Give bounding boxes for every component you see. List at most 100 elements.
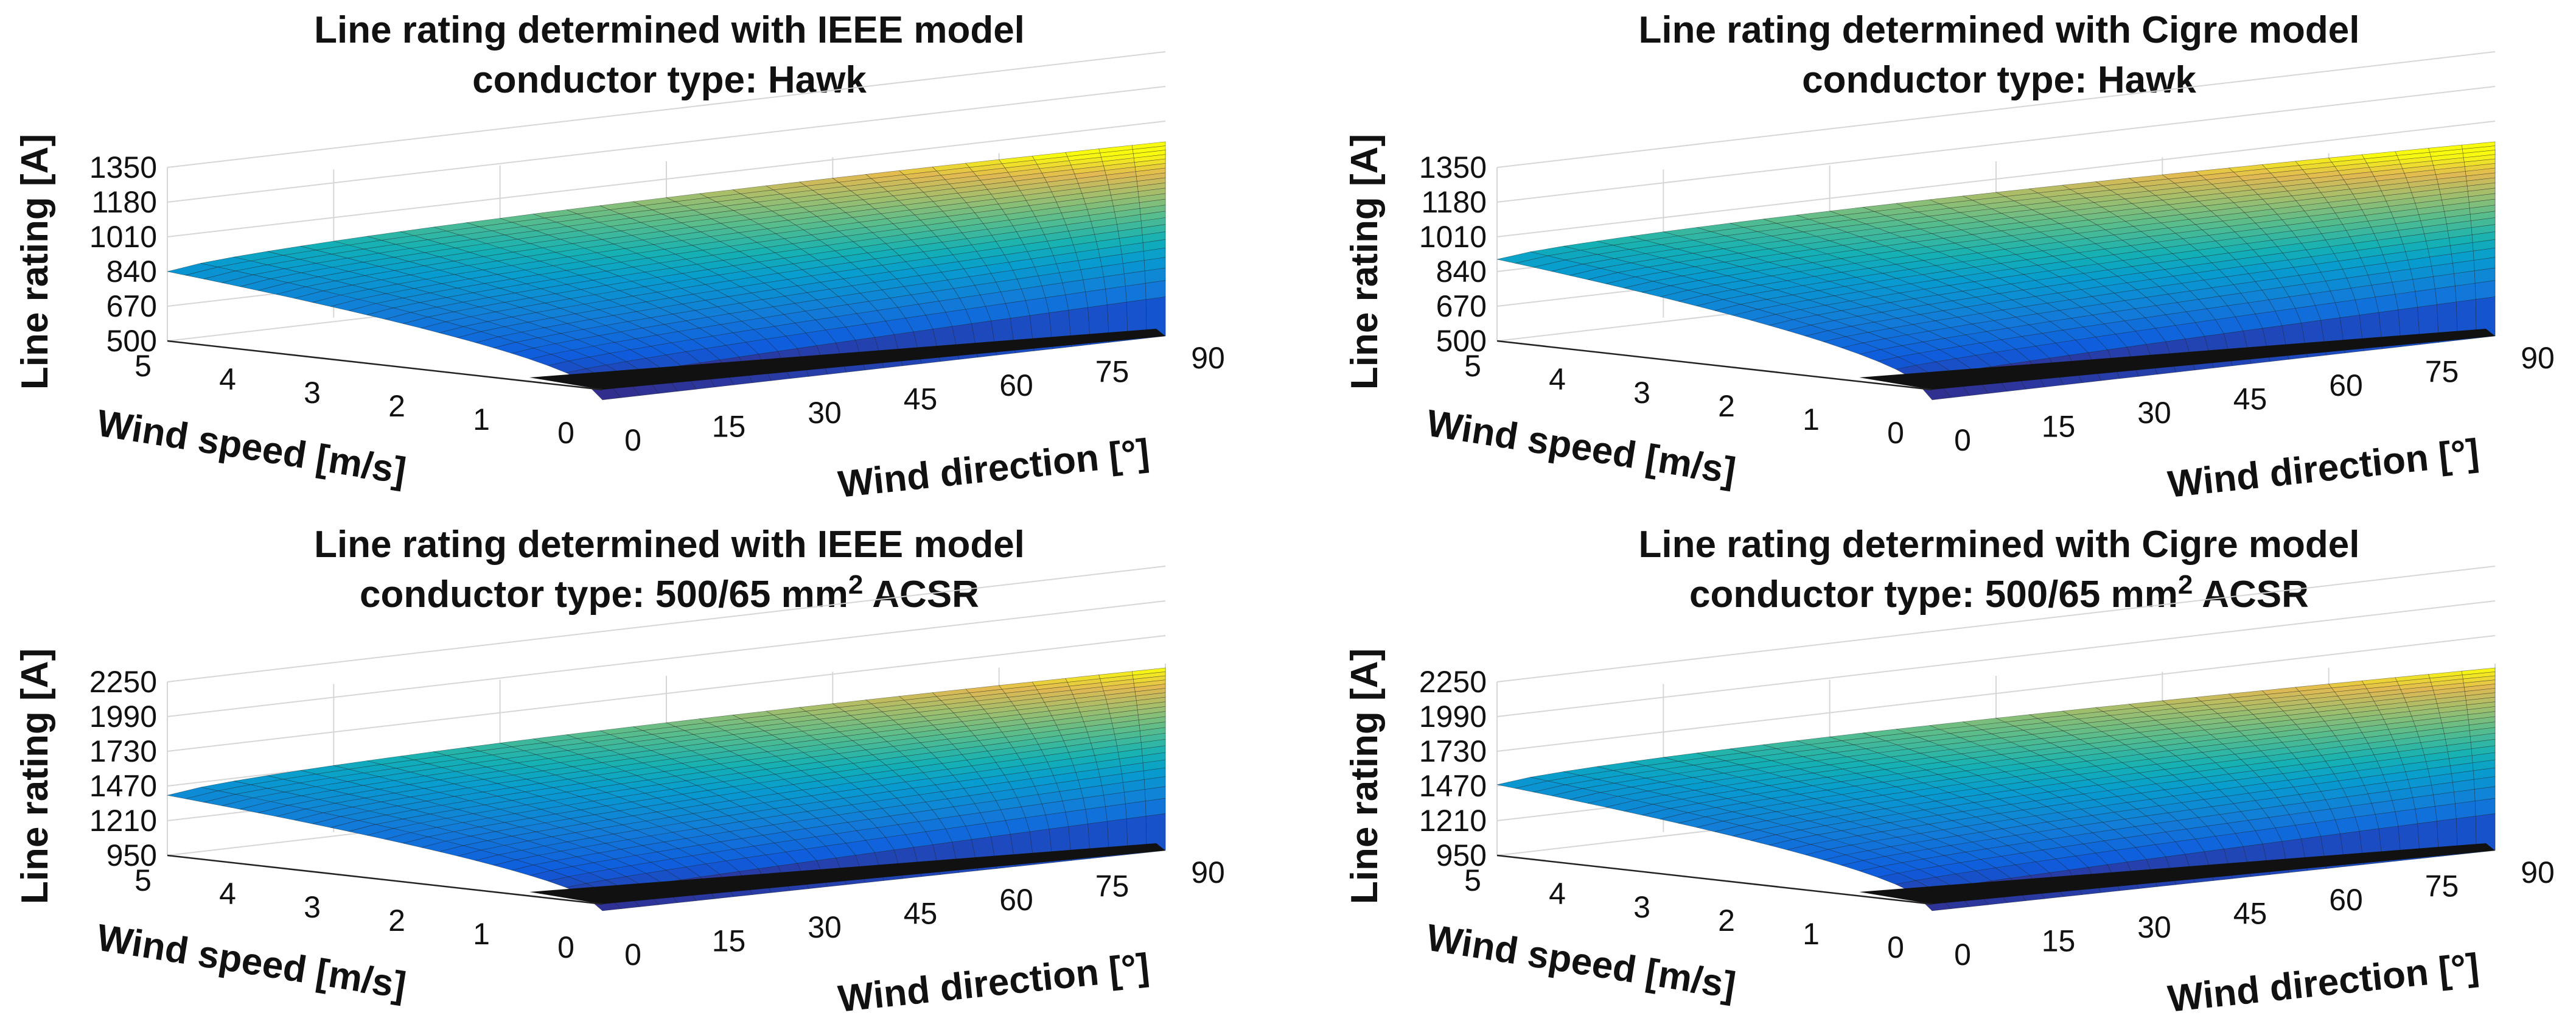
surface-cell — [1065, 809, 1089, 827]
y-tick-label: 0 — [1887, 930, 1904, 964]
x-tick-label: 60 — [999, 883, 1033, 917]
x-tick-label: 0 — [1954, 423, 1971, 457]
surface-cell — [2354, 814, 2379, 832]
z-tick-label: 1990 — [89, 700, 157, 734]
z-axis-label: Line rating [A] — [1344, 134, 1386, 390]
x-tick-label: 60 — [2329, 368, 2363, 402]
z-tick-label: 1010 — [1419, 220, 1487, 254]
y-tick-label: 1 — [473, 917, 490, 951]
chart-panel-4: Line rating determined with Cigre modelc… — [1344, 524, 2555, 1020]
surface-cell — [1025, 815, 1050, 832]
surface-cell — [2395, 291, 2418, 310]
z-axis-label: Line rating [A] — [14, 134, 56, 390]
surface-cell — [1145, 813, 1166, 853]
y-tick-label: 2 — [1718, 389, 1735, 423]
x-tick-label: 0 — [1954, 938, 1971, 972]
x-tick-label: 0 — [624, 938, 641, 972]
x-tick-label: 75 — [1095, 355, 1129, 389]
y-axis-label: Wind speed [m/s] — [94, 402, 409, 493]
axes-lines — [167, 854, 603, 905]
y-tick-label: 2 — [388, 903, 405, 938]
y-tick-label: 5 — [134, 863, 152, 897]
y-axis-label: Wind speed [m/s] — [1424, 402, 1739, 493]
surface-cell — [1045, 812, 1069, 830]
y-tick-label: 1 — [1803, 917, 1820, 951]
chart-title-line2: conductor type: 500/65 mm2 ACSR — [360, 570, 979, 616]
chart-title-line2: conductor type: Hawk — [472, 59, 867, 101]
surface-cell — [1145, 280, 1166, 300]
chart-title-line1: Line rating determined with Cigre model — [1638, 524, 2359, 566]
z-tick-label: 1470 — [1419, 769, 1487, 803]
surface-front-edge — [529, 329, 1165, 390]
surface-cell — [2435, 286, 2457, 305]
chart-panel-1: Line rating determined with IEEE model co… — [14, 9, 1225, 506]
surface-cell — [1125, 801, 1147, 819]
z-tick-label: 2250 — [89, 665, 157, 699]
y-tick-label: 5 — [1464, 349, 1481, 383]
x-axis-label: Wind direction [°] — [836, 431, 1151, 505]
z-tick-label: 1180 — [1421, 185, 1487, 219]
surface-cell — [2375, 811, 2399, 829]
x-tick-label: 0 — [624, 423, 641, 457]
z-tick-label: 1350 — [1419, 150, 1487, 184]
surface-cell — [1145, 296, 1166, 339]
surface-cell — [1085, 806, 1108, 824]
z-tick-label: 950 — [106, 838, 157, 872]
x-tick-label: 45 — [2233, 382, 2267, 416]
surface-cell — [1105, 286, 1127, 305]
axes-lines — [1496, 854, 1933, 905]
z-tick-label: 950 — [1436, 838, 1487, 872]
surface-mesh — [167, 141, 1166, 401]
surface-cell — [1065, 292, 1089, 310]
x-tick-label: 60 — [999, 368, 1033, 402]
z-tick-label: 1470 — [89, 769, 157, 803]
x-tick-label: 60 — [2329, 883, 2363, 917]
surface-cell — [2455, 282, 2476, 303]
x-tick-label: 15 — [712, 410, 746, 444]
surface-cell — [2475, 813, 2496, 853]
x-tick-label: 75 — [2425, 869, 2459, 903]
y-tick-label: 3 — [1633, 890, 1650, 924]
chart-title-line2: conductor type: Hawk — [1802, 59, 2196, 101]
z-tick-label: 1210 — [1419, 804, 1487, 838]
y-tick-label: 1 — [1803, 402, 1820, 437]
surface-cell — [1025, 297, 1050, 316]
y-tick-label: 5 — [1464, 863, 1481, 897]
z-tick-label: 1730 — [1419, 734, 1487, 768]
y-axis-label: Wind speed [m/s] — [1424, 917, 1739, 1007]
surface-mesh — [1496, 141, 2496, 401]
x-tick-label: 15 — [2042, 410, 2076, 444]
y-tick-label: 4 — [219, 362, 236, 396]
x-axis-label: Wind direction [°] — [2166, 431, 2481, 505]
surface-front-edge — [1859, 843, 2495, 904]
surface-cell — [2395, 809, 2418, 827]
surface-front-edge — [529, 843, 1165, 904]
z-tick-label: 500 — [106, 324, 157, 358]
surface-cell — [2375, 294, 2399, 313]
x-tick-label: 45 — [2233, 897, 2267, 931]
surface-mesh — [1496, 667, 2496, 911]
x-tick-label: 90 — [1191, 855, 1225, 889]
y-tick-label: 2 — [1718, 903, 1735, 938]
surface-front-edge — [1859, 329, 2495, 390]
title-superscript: 2 — [2178, 570, 2193, 600]
surface-mesh — [167, 667, 1166, 911]
z-tick-label: 670 — [106, 289, 157, 323]
x-tick-label: 30 — [2137, 910, 2171, 944]
x-axis-label: Wind direction [°] — [836, 946, 1151, 1020]
y-tick-label: 3 — [304, 376, 321, 410]
x-tick-label: 45 — [904, 897, 938, 931]
x-tick-label: 30 — [808, 910, 842, 944]
y-tick-label: 4 — [219, 877, 236, 911]
surface-cell — [2475, 296, 2496, 339]
axes-lines — [167, 340, 603, 391]
surface-cell — [2455, 801, 2476, 819]
x-tick-label: 90 — [2521, 341, 2555, 375]
y-tick-label: 2 — [388, 389, 405, 423]
x-axis-label: Wind direction [°] — [2166, 946, 2481, 1020]
surface-cell — [1145, 798, 1166, 816]
z-tick-label: 670 — [1436, 289, 1487, 323]
surface-cell — [2474, 280, 2496, 300]
surface-cell — [2354, 296, 2379, 315]
surface-cell — [2474, 798, 2496, 816]
